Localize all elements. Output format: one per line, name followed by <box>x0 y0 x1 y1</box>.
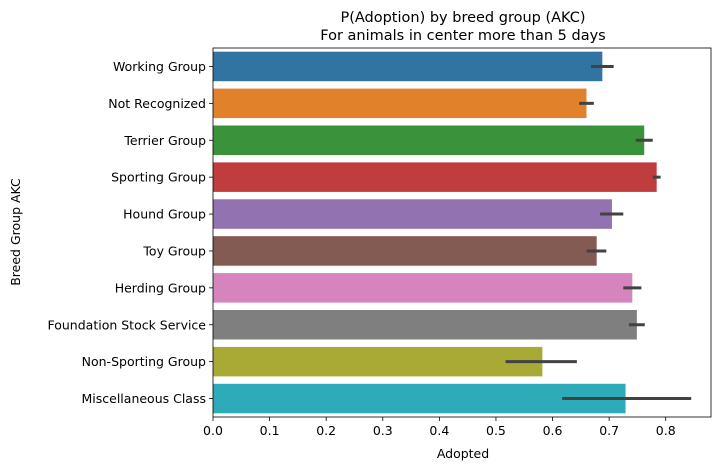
x-tick-label: 0.3 <box>373 423 393 438</box>
x-tick-label: 0.7 <box>599 423 619 438</box>
y-tick-label: Miscellaneous Class <box>82 391 207 406</box>
y-tick-label: Not Recognized <box>108 96 206 111</box>
bar-not-recognized <box>213 88 587 119</box>
x-axis: 0.0 0.1 0.2 0.3 0.4 0.5 0.6 0.7 0.8 <box>203 417 676 438</box>
y-axis-label: Breed Group AKC <box>8 178 23 286</box>
bar-working-group <box>213 51 603 82</box>
bar-terrier-group <box>213 125 645 156</box>
y-tick-label: Foundation Stock Service <box>47 317 206 332</box>
y-tick-label: Herding Group <box>115 280 206 295</box>
x-tick-label: 0.8 <box>656 423 676 438</box>
bar-miscellaneous-class <box>213 383 626 414</box>
plot-frame <box>212 47 712 418</box>
y-tick-label: Working Group <box>113 59 206 74</box>
y-tick-label: Toy Group <box>142 243 206 258</box>
x-tick-label: 0.0 <box>203 423 223 438</box>
bar-non-sporting-group <box>213 346 543 377</box>
y-tick-label: Sporting Group <box>111 170 206 185</box>
y-tick-label: Terrier Group <box>123 133 206 148</box>
bar-foundation-stock-service <box>213 309 637 340</box>
y-tick-label: Non-Sporting Group <box>82 354 206 369</box>
bar-hound-group <box>213 199 612 229</box>
x-tick-label: 0.1 <box>260 423 280 438</box>
x-tick-label: 0.2 <box>316 423 336 438</box>
chart-subtitle: For animals in center more than 5 days <box>320 28 605 44</box>
x-tick-label: 0.5 <box>486 423 506 438</box>
bar-herding-group <box>213 273 633 303</box>
y-axis: Working Group Not Recognized Terrier Group… <box>47 59 213 406</box>
bar-sporting-group <box>213 162 657 192</box>
x-tick-label: 0.4 <box>429 423 449 438</box>
error-bars-layer <box>505 64 692 401</box>
bars-layer <box>213 51 657 414</box>
x-tick-label: 0.6 <box>543 423 563 438</box>
x-axis-label: Adopted <box>437 446 489 461</box>
bar-toy-group <box>213 236 597 266</box>
chart-title: P(Adoption) by breed group (AKC) <box>340 10 585 26</box>
y-tick-label: Hound Group <box>123 207 206 222</box>
